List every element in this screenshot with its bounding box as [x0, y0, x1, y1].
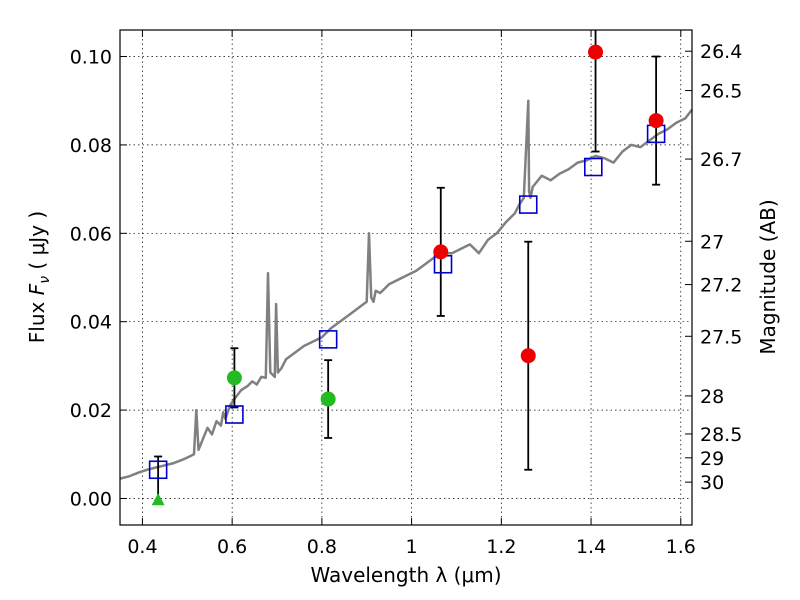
- y-tick-label: 0.10: [70, 47, 112, 69]
- observed-flux-point: [320, 391, 336, 407]
- observed-flux-point: [226, 370, 242, 386]
- spectrum-layer: [119, 99, 693, 480]
- model-photometry-square: [318, 330, 338, 349]
- grid-lines: [120, 30, 692, 525]
- right-tick-label: 28.5: [700, 424, 742, 446]
- x-axis-label: Wavelength λ (μm): [310, 563, 501, 587]
- x-tick-label: 1.6: [666, 536, 696, 558]
- model-photometry-square: [518, 195, 538, 214]
- observed-flux-point: [588, 44, 604, 60]
- right-tick-label: 27.5: [700, 326, 742, 348]
- x-tick-label: 1.4: [576, 536, 606, 558]
- model-photometry-square: [225, 405, 244, 424]
- y-axis-label-subscript: ν: [37, 276, 53, 284]
- y-tick-label: 0.06: [70, 223, 112, 245]
- right-tick-label: 26.5: [700, 81, 742, 103]
- y-axis-label-prefix: Flux: [25, 295, 49, 343]
- error-bars: [154, 30, 661, 503]
- data-markers: [148, 44, 666, 506]
- right-tick-label: 29: [700, 448, 724, 470]
- observed-flux-point: [648, 113, 664, 129]
- y-axis-label-suffix: ( μJy ): [25, 211, 49, 276]
- right-tick-label: 27: [700, 231, 724, 253]
- plot-frame: [119, 29, 693, 526]
- axis-ticks: 0.4 0.6 0.8 1 1.2 1.4 1.6 0.00 0.02 0.04 0.06 0.08 0…: [70, 30, 742, 558]
- y-tick-label: 0.08: [70, 135, 112, 157]
- right-tick-label: 26.7: [700, 149, 742, 171]
- upper-limit-triangle: [151, 493, 165, 506]
- observed-flux-point: [433, 244, 449, 260]
- model-photometry-square: [584, 157, 603, 177]
- right-tick-label: 26.4: [700, 41, 742, 63]
- x-tick-label: 0.6: [217, 536, 247, 558]
- y-tick-label: 0.04: [70, 312, 112, 334]
- x-tick-label: 0.8: [307, 536, 337, 558]
- y-tick-label: 0.00: [70, 488, 112, 510]
- right-tick-label: 30: [700, 472, 724, 494]
- y-tick-label: 0.02: [70, 400, 112, 422]
- observed-flux-point: [520, 348, 536, 364]
- spectrum-line: [119, 99, 693, 480]
- x-tick-label: 1.2: [486, 536, 516, 558]
- right-tick-label: 27.2: [700, 275, 742, 297]
- model-photometry-square: [148, 460, 168, 480]
- y-axis-label-symbol: F: [25, 283, 49, 295]
- y-axis-label: Flux Fν ( μJy ): [25, 211, 53, 343]
- x-tick-label: 1: [406, 536, 418, 558]
- right-tick-label: 28: [700, 386, 724, 408]
- x-tick-label: 0.4: [127, 536, 157, 558]
- right-axis-label: Magnitude (AB): [756, 199, 780, 354]
